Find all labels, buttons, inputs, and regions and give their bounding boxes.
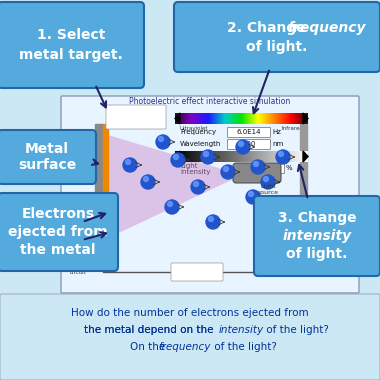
- Text: the metal depend on the: the metal depend on the: [84, 325, 217, 335]
- Circle shape: [158, 136, 163, 141]
- Text: Light: Light: [180, 163, 198, 169]
- Circle shape: [249, 192, 253, 196]
- Text: of the light?: of the light?: [211, 342, 277, 352]
- Text: Frequency: Frequency: [180, 129, 216, 135]
- Text: intensity: intensity: [180, 169, 211, 175]
- Text: intensity: intensity: [219, 325, 264, 335]
- Text: Electrons: Electrons: [21, 207, 95, 221]
- Text: nm: nm: [272, 141, 283, 147]
- Text: the metal: the metal: [20, 243, 96, 257]
- Circle shape: [263, 176, 269, 182]
- Bar: [103, 124, 108, 242]
- FancyBboxPatch shape: [233, 163, 281, 183]
- Text: −: −: [88, 242, 98, 252]
- Circle shape: [206, 215, 220, 229]
- Circle shape: [274, 201, 279, 206]
- FancyBboxPatch shape: [0, 130, 96, 184]
- FancyBboxPatch shape: [171, 263, 223, 281]
- Polygon shape: [108, 135, 242, 238]
- Text: How do the number of electrons ejected from: How do the number of electrons ejected f…: [71, 308, 309, 318]
- FancyBboxPatch shape: [0, 193, 118, 271]
- Circle shape: [221, 165, 235, 179]
- Text: frequency: frequency: [158, 342, 211, 352]
- FancyBboxPatch shape: [0, 2, 144, 88]
- Text: 6.0E14: 6.0E14: [237, 130, 261, 136]
- Polygon shape: [175, 113, 180, 124]
- Text: circuit: circuit: [70, 269, 86, 274]
- Text: 2. Change: 2. Change: [227, 21, 310, 35]
- Circle shape: [279, 152, 283, 157]
- Text: metal target.: metal target.: [19, 48, 123, 62]
- Circle shape: [239, 141, 244, 147]
- Text: Light
source: Light source: [258, 184, 279, 195]
- Text: frequency: frequency: [287, 21, 366, 35]
- Circle shape: [165, 200, 179, 214]
- Circle shape: [123, 158, 137, 172]
- Circle shape: [223, 166, 228, 171]
- FancyBboxPatch shape: [106, 105, 166, 129]
- FancyBboxPatch shape: [61, 96, 359, 293]
- Text: surface: surface: [18, 158, 76, 172]
- Text: Current: Current: [187, 266, 207, 271]
- Circle shape: [144, 176, 149, 182]
- FancyBboxPatch shape: [258, 163, 285, 174]
- Text: Metal: Metal: [25, 142, 69, 156]
- Text: 50: 50: [266, 166, 276, 171]
- FancyBboxPatch shape: [0, 294, 380, 380]
- Text: 1. Select: 1. Select: [37, 28, 105, 42]
- Text: of the light?: of the light?: [263, 325, 329, 335]
- Circle shape: [125, 160, 130, 165]
- Text: of light.: of light.: [246, 40, 308, 54]
- Text: of light.: of light.: [286, 247, 348, 261]
- Text: Photoelectric effect interactive simulation: Photoelectric effect interactive simulat…: [129, 98, 291, 106]
- Text: 500: 500: [242, 141, 256, 147]
- Text: Hz: Hz: [272, 130, 281, 136]
- Circle shape: [276, 150, 290, 164]
- Circle shape: [253, 162, 258, 166]
- Circle shape: [209, 217, 214, 222]
- Text: Wavelength: Wavelength: [180, 141, 222, 147]
- Bar: [95, 124, 103, 242]
- Bar: [300, 124, 307, 242]
- Polygon shape: [175, 151, 180, 162]
- Text: +: +: [302, 242, 312, 252]
- Circle shape: [271, 200, 285, 214]
- FancyBboxPatch shape: [254, 196, 380, 276]
- Circle shape: [174, 155, 179, 160]
- Text: the metal depend on the: the metal depend on the: [84, 325, 217, 335]
- Text: 5.7    mA: 5.7 mA: [183, 274, 211, 279]
- Circle shape: [246, 190, 260, 204]
- Circle shape: [191, 180, 205, 194]
- Text: Metal: Metal: [127, 114, 145, 119]
- Text: ejected from: ejected from: [8, 225, 108, 239]
- Text: %: %: [286, 166, 293, 171]
- Circle shape: [156, 135, 170, 149]
- Circle shape: [251, 160, 265, 174]
- Text: Ultraviolet: Ultraviolet: [180, 126, 209, 131]
- Circle shape: [204, 152, 209, 157]
- Polygon shape: [303, 113, 308, 124]
- Text: On the: On the: [130, 342, 168, 352]
- Circle shape: [141, 175, 155, 189]
- Polygon shape: [303, 151, 308, 162]
- FancyBboxPatch shape: [174, 2, 380, 72]
- Text: Sodium (Na): Sodium (Na): [117, 120, 155, 125]
- Circle shape: [171, 153, 185, 167]
- Text: 3. Change: 3. Change: [278, 211, 356, 225]
- Circle shape: [236, 140, 250, 154]
- Circle shape: [193, 182, 198, 187]
- Text: intensity: intensity: [282, 229, 352, 243]
- FancyBboxPatch shape: [228, 128, 271, 138]
- FancyBboxPatch shape: [228, 139, 271, 149]
- Circle shape: [168, 201, 173, 206]
- Circle shape: [261, 175, 275, 189]
- Text: Infrared: Infrared: [281, 126, 303, 131]
- Circle shape: [201, 150, 215, 164]
